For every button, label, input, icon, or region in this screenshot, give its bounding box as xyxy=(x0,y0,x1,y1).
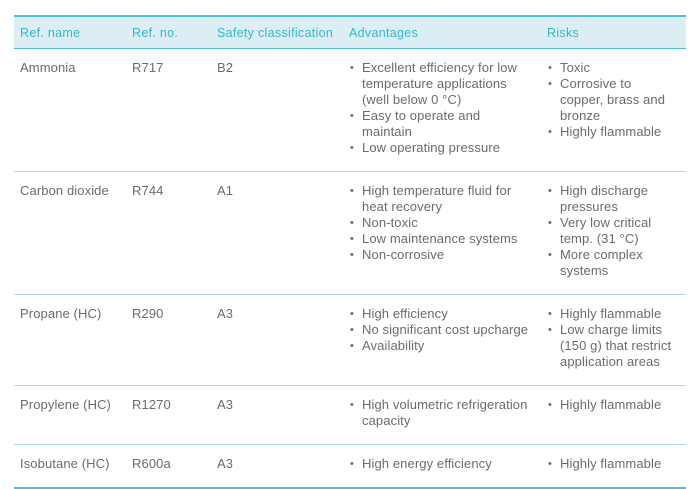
advantages-list: High temperature fluid for heat recovery… xyxy=(349,183,533,263)
advantage-item: Easy to operate and maintain xyxy=(349,108,533,140)
cell-risks: High discharge pressuresVery low critica… xyxy=(541,171,686,295)
cell-advantages: High volumetric refrigeration capacity xyxy=(343,385,541,445)
cell-ref-name: Propylene (HC) xyxy=(14,385,126,445)
table-row: Propylene (HC) R1270 A3 High volumetric … xyxy=(14,385,686,445)
advantages-list: High efficiencyNo significant cost upcha… xyxy=(349,306,533,354)
cell-ref-no: R744 xyxy=(126,171,211,295)
cell-ref-no: R717 xyxy=(126,48,211,172)
refrigerants-table: Ref. name Ref. no. Safety classification… xyxy=(14,15,686,489)
risks-list: High discharge pressuresVery low critica… xyxy=(547,183,678,279)
header-ref-no: Ref. no. xyxy=(126,15,211,49)
risk-item: Highly flammable xyxy=(547,124,678,140)
advantage-item: Excellent efficiency for low temperature… xyxy=(349,60,533,108)
cell-advantages: High temperature fluid for heat recovery… xyxy=(343,171,541,295)
cell-ref-no: R290 xyxy=(126,294,211,386)
cell-safety-classification: A3 xyxy=(211,294,343,386)
cell-ref-name: Ammonia xyxy=(14,48,126,172)
table-row: Ammonia R717 B2 Excellent efficiency for… xyxy=(14,48,686,172)
risk-item: High discharge pressures xyxy=(547,183,678,215)
risk-item: More complex systems xyxy=(547,247,678,279)
advantage-item: High efficiency xyxy=(349,306,533,322)
risks-list: Highly flammable xyxy=(547,397,678,413)
header-safety-classification: Safety classification xyxy=(211,15,343,49)
header-row: Ref. name Ref. no. Safety classification… xyxy=(14,15,686,49)
table-row: Propane (HC) R290 A3 High efficiencyNo s… xyxy=(14,294,686,386)
cell-safety-classification: B2 xyxy=(211,48,343,172)
header-risks: Risks xyxy=(541,15,686,49)
advantage-item: High temperature fluid for heat recovery xyxy=(349,183,533,215)
advantage-item: Availability xyxy=(349,338,533,354)
risk-item: Very low critical temp. (31 °C) xyxy=(547,215,678,247)
risks-list: Highly flammable xyxy=(547,456,678,472)
cell-safety-classification: A1 xyxy=(211,171,343,295)
advantages-list: High energy efficiency xyxy=(349,456,533,472)
risks-list: Highly flammableLow charge limits (150 g… xyxy=(547,306,678,370)
advantages-list: High volumetric refrigeration capacity xyxy=(349,397,533,429)
advantages-list: Excellent efficiency for low temperature… xyxy=(349,60,533,156)
advantage-item: Non-toxic xyxy=(349,215,533,231)
risks-list: ToxicCorrosive to copper, brass and bron… xyxy=(547,60,678,140)
advantage-item: Non-corrosive xyxy=(349,247,533,263)
cell-safety-classification: A3 xyxy=(211,385,343,445)
cell-ref-name: Isobutane (HC) xyxy=(14,444,126,489)
risk-item: Highly flammable xyxy=(547,306,678,322)
advantage-item: Low maintenance systems xyxy=(349,231,533,247)
risk-item: Highly flammable xyxy=(547,456,678,472)
table-row: Isobutane (HC) R600a A3 High energy effi… xyxy=(14,444,686,489)
risk-item: Corrosive to copper, brass and bronze xyxy=(547,76,678,124)
table-row: Carbon dioxide R744 A1 High temperature … xyxy=(14,171,686,295)
advantage-item: High energy efficiency xyxy=(349,456,533,472)
cell-advantages: Excellent efficiency for low temperature… xyxy=(343,48,541,172)
cell-ref-no: R600a xyxy=(126,444,211,489)
cell-advantages: High efficiencyNo significant cost upcha… xyxy=(343,294,541,386)
cell-safety-classification: A3 xyxy=(211,444,343,489)
cell-risks: ToxicCorrosive to copper, brass and bron… xyxy=(541,48,686,172)
cell-ref-no: R1270 xyxy=(126,385,211,445)
risk-item: Highly flammable xyxy=(547,397,678,413)
header-advantages: Advantages xyxy=(343,15,541,49)
advantage-item: Low operating pressure xyxy=(349,140,533,156)
risk-item: Low charge limits (150 g) that restrict … xyxy=(547,322,678,370)
table-body: Ammonia R717 B2 Excellent efficiency for… xyxy=(14,48,686,489)
advantage-item: High volumetric refrigeration capacity xyxy=(349,397,533,429)
table-header: Ref. name Ref. no. Safety classification… xyxy=(14,15,686,49)
cell-advantages: High energy efficiency xyxy=(343,444,541,489)
risk-item: Toxic xyxy=(547,60,678,76)
cell-ref-name: Propane (HC) xyxy=(14,294,126,386)
cell-risks: Highly flammableLow charge limits (150 g… xyxy=(541,294,686,386)
advantage-item: No significant cost upcharge xyxy=(349,322,533,338)
cell-risks: Highly flammable xyxy=(541,444,686,489)
cell-ref-name: Carbon dioxide xyxy=(14,171,126,295)
cell-risks: Highly flammable xyxy=(541,385,686,445)
header-ref-name: Ref. name xyxy=(14,15,126,49)
